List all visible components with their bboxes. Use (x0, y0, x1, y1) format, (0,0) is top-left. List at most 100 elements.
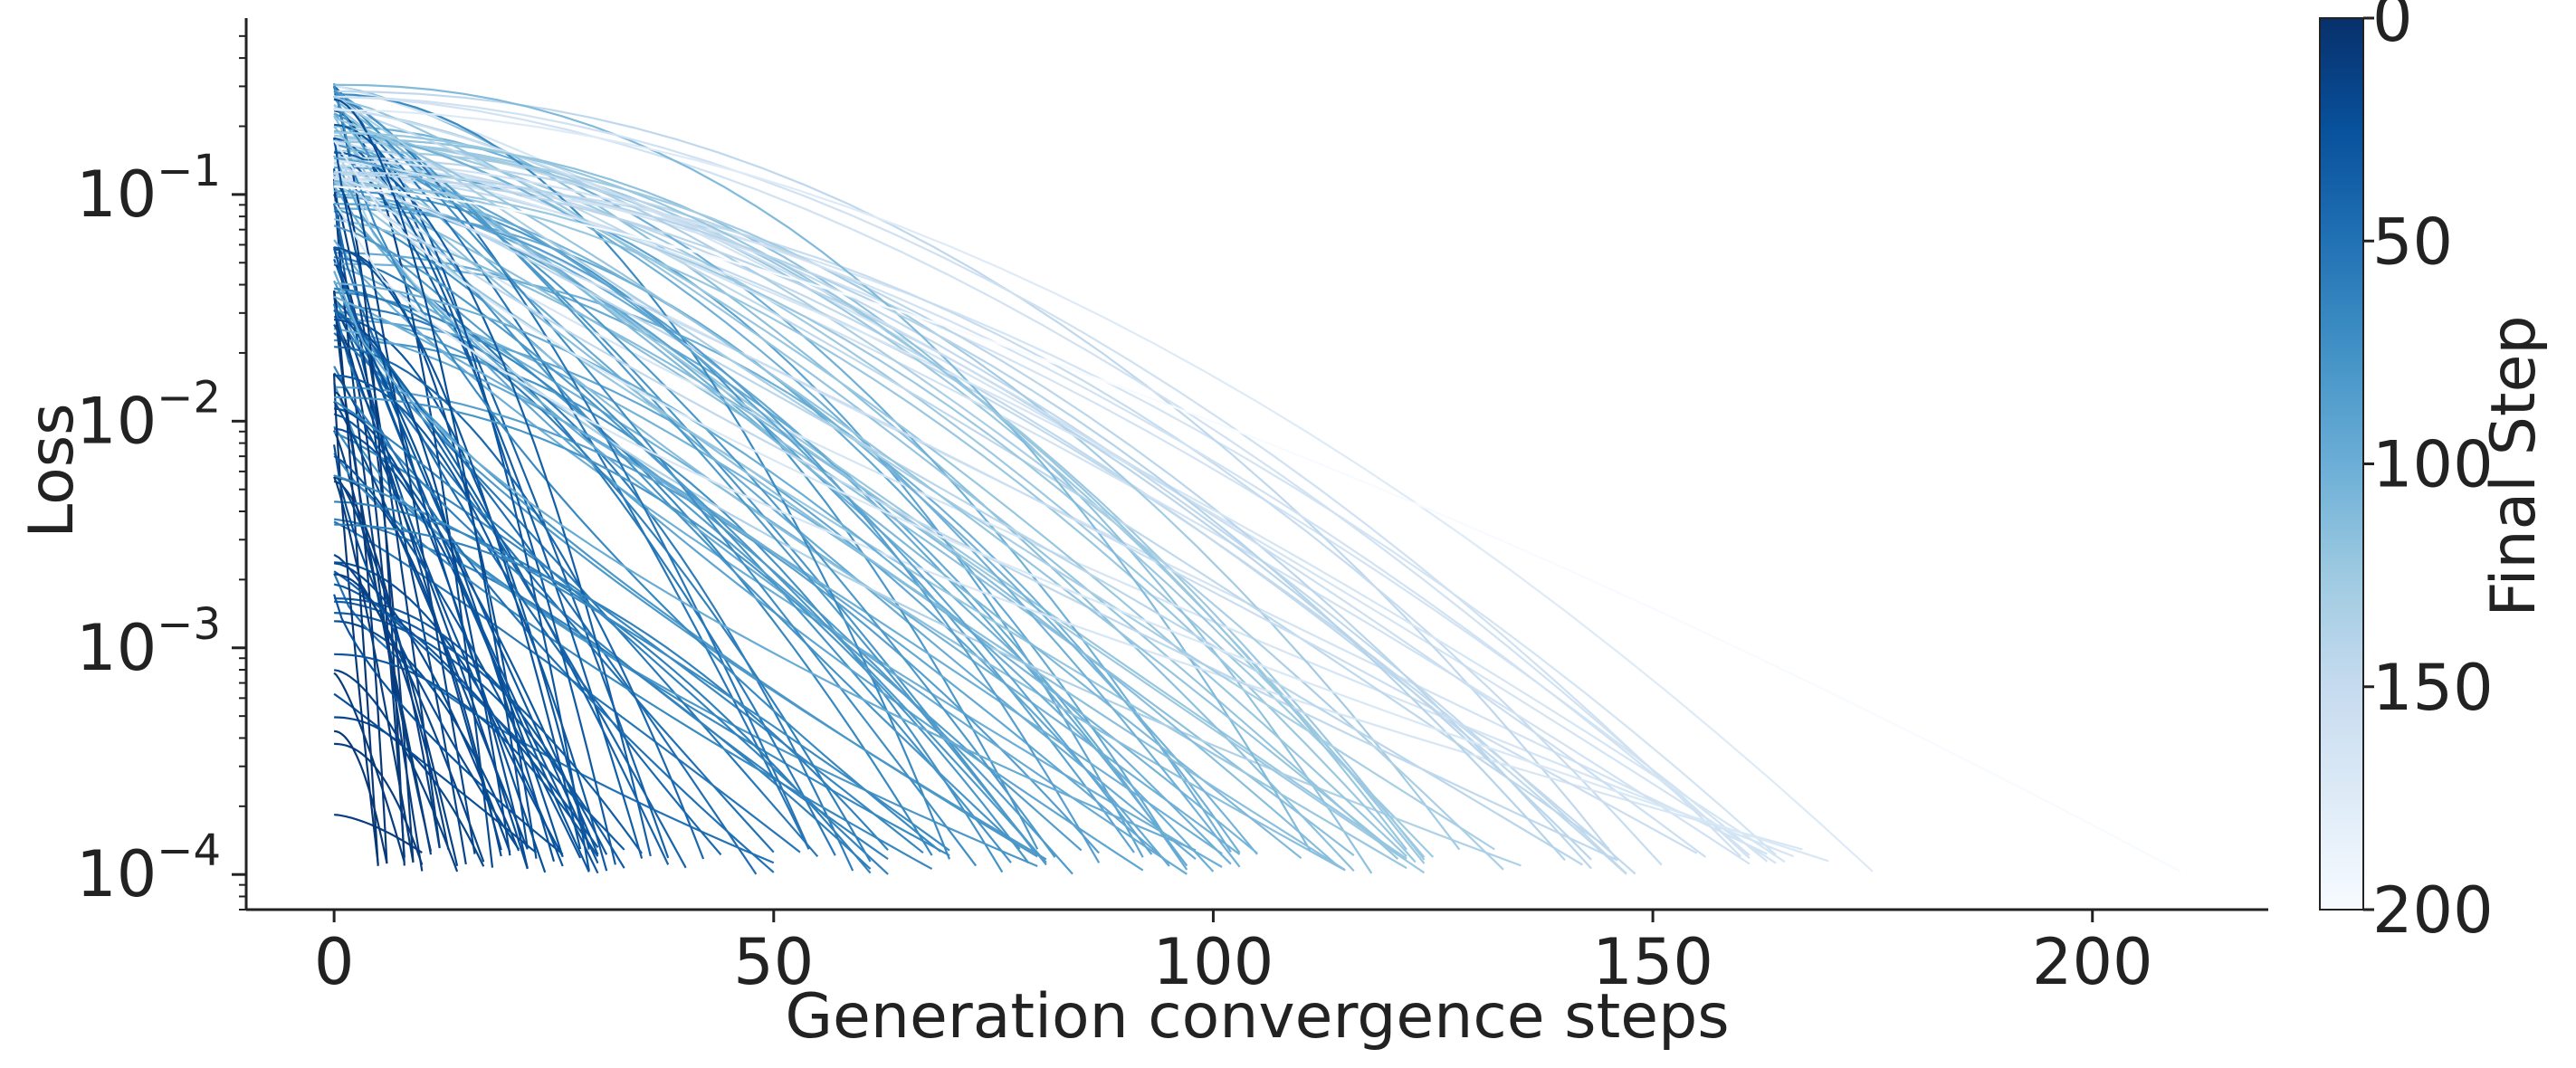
series-line (333, 117, 1399, 856)
series-line (333, 729, 388, 864)
series-line (333, 95, 1021, 850)
series-line (334, 179, 1258, 855)
series-line (333, 476, 415, 863)
series-line (333, 669, 459, 873)
series-line (333, 161, 1583, 866)
series-line (333, 95, 810, 849)
series-line (333, 454, 582, 859)
series-line (333, 366, 889, 861)
series-line (333, 143, 1056, 858)
series-line (333, 155, 1144, 872)
series-line (333, 84, 1777, 864)
series-line (334, 248, 538, 859)
series-line (333, 176, 1698, 854)
series-line (333, 115, 1346, 872)
x-axis-label: Generation convergence steps (785, 981, 1729, 1053)
series-line (334, 171, 1566, 862)
series-line (333, 218, 1338, 866)
series-line (334, 186, 2181, 873)
colorbar-label: Final Step (2478, 315, 2550, 616)
series-line (333, 129, 1241, 868)
series-line (333, 203, 722, 856)
series-line (333, 309, 670, 865)
series-line (333, 246, 582, 850)
series-line (333, 137, 547, 873)
series-line (333, 98, 1302, 860)
series-line (333, 304, 775, 853)
series-line (334, 178, 1777, 856)
series-line (333, 179, 1407, 870)
series-line (334, 291, 933, 856)
series-line (334, 83, 1312, 851)
series-line (333, 107, 1707, 858)
series-line (333, 185, 1188, 875)
series-line (334, 134, 1435, 858)
series-line (333, 178, 424, 872)
series-line (333, 287, 872, 863)
series-line (333, 444, 520, 851)
series-line (334, 109, 1874, 873)
series-line (334, 203, 1101, 863)
series-line (333, 295, 1223, 855)
series-line (333, 474, 459, 866)
series-line (333, 570, 625, 851)
series-line (334, 346, 705, 860)
series-line (334, 814, 423, 854)
y-tick-label: 10−1 (76, 146, 221, 232)
series-line (333, 474, 950, 852)
x-tick-label: 150 (1592, 925, 1713, 999)
series-line (333, 309, 467, 865)
series-line (333, 159, 1786, 863)
series-line (334, 95, 1741, 858)
colorbar-ticks: 0 50 100 150 200 (2363, 0, 2494, 948)
series-line (333, 161, 1794, 858)
series-line (333, 82, 941, 853)
series-lines (333, 82, 2181, 875)
y-ticks: 10−4 10−3 10−2 10−1 (76, 34, 246, 911)
series-line (334, 396, 1030, 864)
x-tick-label: 100 (1153, 925, 1274, 999)
axes (244, 18, 2268, 911)
series-line (334, 523, 889, 852)
series-line (333, 248, 590, 873)
series-line (333, 303, 775, 873)
series-line (334, 653, 599, 857)
colorbar-tick-label: 0 (2372, 0, 2413, 56)
colorbar-tick-label: 50 (2372, 205, 2453, 279)
colorbar-gradient (2319, 17, 2364, 911)
series-line (334, 90, 1619, 862)
series-line (333, 157, 1153, 855)
series-line (333, 91, 978, 867)
series-line (333, 137, 616, 865)
series-line (333, 288, 1258, 854)
x-tick-label: 50 (733, 925, 814, 999)
y-tick-label: 10−2 (76, 372, 221, 458)
series-line (334, 561, 564, 867)
series-line (333, 201, 1803, 851)
y-tick-label: 10−4 (76, 825, 221, 911)
series-line (334, 316, 590, 850)
series-line (333, 89, 1047, 866)
colorbar-tick-label: 200 (2372, 873, 2494, 948)
series-line (334, 95, 1751, 860)
series-line (333, 142, 1522, 867)
series-line (334, 149, 1461, 851)
series-line (334, 131, 1407, 851)
series-line (333, 480, 441, 849)
series-line (334, 156, 1592, 870)
series-line (333, 400, 889, 875)
series-line (333, 126, 1346, 872)
series-line (333, 672, 405, 863)
series-line (333, 427, 564, 858)
series-line (334, 573, 450, 851)
series-line (333, 327, 405, 858)
y-tick-label: 10−3 (76, 599, 221, 685)
series-line (334, 182, 1417, 863)
series-line (333, 112, 1197, 860)
colorbar-tick-label: 100 (2372, 428, 2494, 502)
series-line (333, 140, 1751, 865)
series-line (333, 413, 599, 855)
series-line (334, 159, 1751, 856)
colorbar: 0 50 100 150 200 Final Step (2319, 0, 2550, 948)
series-line (333, 123, 590, 872)
